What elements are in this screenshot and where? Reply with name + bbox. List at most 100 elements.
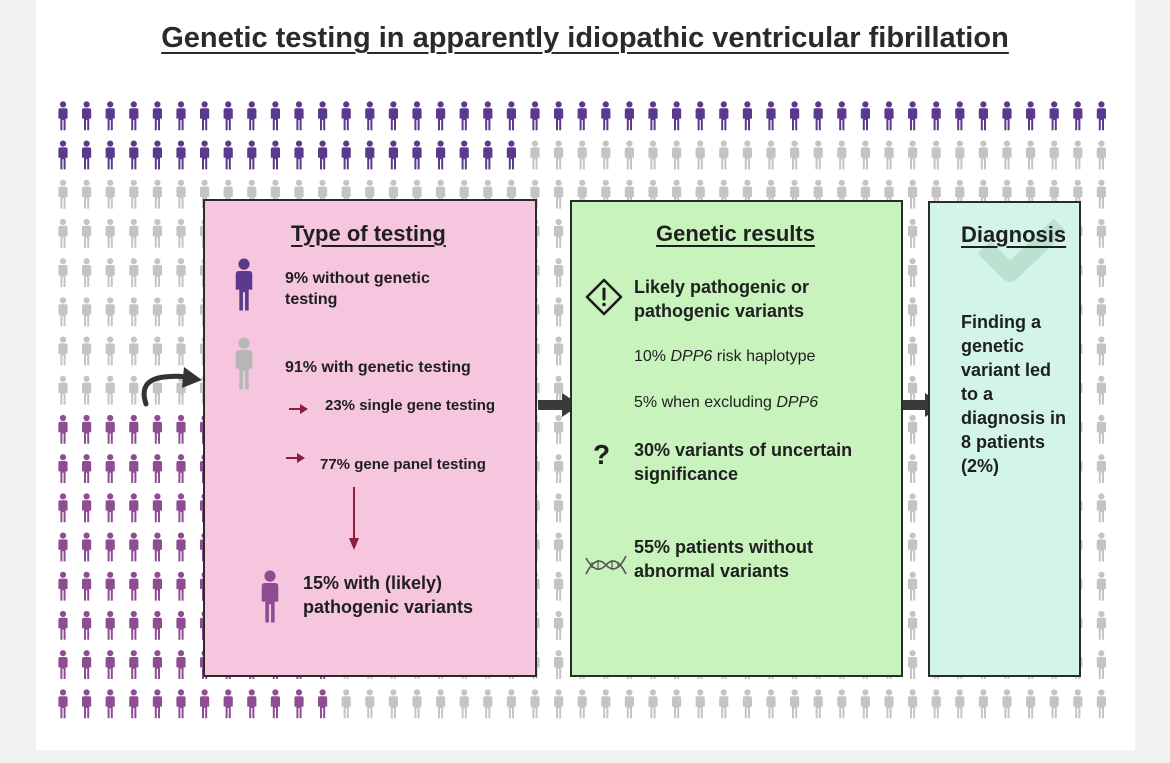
grid-person-icon: [766, 101, 776, 131]
grid-person-icon: [554, 454, 564, 483]
diagnosis-title: Diagnosis: [961, 222, 1067, 247]
dpp6-gene-name: DPP6: [670, 348, 713, 365]
grid-person-icon: [200, 140, 210, 170]
grid-person-icon: [105, 689, 115, 719]
grid-person-icon: [412, 140, 422, 170]
grid-person-icon: [152, 258, 162, 287]
grid-person-icon: [695, 140, 705, 170]
grid-person-icon: [58, 532, 68, 562]
grid-person-icon: [152, 140, 162, 170]
excluding-gene-name: DPP6: [776, 394, 819, 411]
grid-person-icon: [1096, 258, 1106, 287]
grid-person-icon: [341, 140, 351, 170]
grid-person-icon: [695, 689, 705, 719]
dpp6-percent: 10%: [634, 348, 667, 365]
grid-person-icon: [129, 140, 139, 170]
grid-person-icon: [908, 689, 918, 719]
grid-person-icon: [82, 571, 92, 601]
grid-person-icon: [624, 140, 634, 170]
grid-person-icon: [105, 493, 115, 523]
grid-person-icon: [82, 179, 92, 209]
grid-person-icon: [648, 140, 658, 170]
single-gene-text: 23% single gene testing: [325, 397, 496, 414]
grid-person-icon: [554, 218, 564, 248]
grid-person-icon: [129, 414, 139, 444]
grid-person-icon: [152, 689, 162, 719]
grid-person-icon: [82, 336, 92, 366]
grid-person-icon: [1096, 218, 1106, 248]
person-icon: [259, 570, 281, 624]
grid-person-icon: [58, 179, 68, 209]
grid-person-icon: [152, 610, 162, 640]
grid-person-icon: [1073, 101, 1083, 131]
grid-person-icon: [790, 689, 800, 719]
grid-person-icon: [554, 532, 564, 562]
grid-person-icon: [742, 101, 752, 131]
grid-person-icon: [978, 140, 988, 170]
grid-person-icon: [129, 258, 139, 287]
grid-person-icon: [58, 218, 68, 248]
grid-person-icon: [129, 532, 139, 562]
person-icon: [233, 337, 255, 391]
grid-person-icon: [152, 101, 162, 131]
grid-person-icon: [766, 689, 776, 719]
grid-person-icon: [884, 689, 894, 719]
grid-person-icon: [105, 650, 115, 679]
grid-person-icon: [530, 689, 540, 719]
grid-person-icon: [176, 454, 186, 483]
grid-person-icon: [1026, 689, 1036, 719]
grid-person-icon: [624, 101, 634, 131]
dpp6-risk-text: 10% DPP6 risk haplotype: [634, 347, 815, 367]
grid-person-icon: [105, 414, 115, 444]
grid-person-icon: [82, 258, 92, 287]
grid-person-icon: [105, 218, 115, 248]
grid-person-icon: [58, 101, 68, 131]
grid-person-icon: [790, 140, 800, 170]
grid-person-icon: [152, 218, 162, 248]
vus-text: 30% variants of uncertain significance: [634, 440, 853, 484]
grid-person-icon: [58, 336, 68, 366]
grid-person-icon: [483, 101, 493, 131]
grid-person-icon: [955, 689, 965, 719]
grid-person-icon: [648, 101, 658, 131]
grid-person-icon: [129, 571, 139, 601]
dpp6-risk-label: risk haplotype: [716, 348, 816, 365]
grid-person-icon: [105, 258, 115, 287]
grid-person-icon: [577, 689, 587, 719]
grid-person-icon: [1073, 140, 1083, 170]
grid-person-icon: [719, 101, 729, 131]
grid-person-icon: [837, 101, 847, 131]
grid-person-icon: [82, 610, 92, 640]
down-arrow-icon: [349, 487, 359, 550]
grid-person-icon: [176, 493, 186, 523]
grid-person-icon: [129, 297, 139, 327]
grid-person-icon: [105, 140, 115, 170]
grid-person-icon: [82, 101, 92, 131]
grid-person-icon: [82, 140, 92, 170]
grid-person-icon: [129, 454, 139, 483]
grid-person-icon: [506, 689, 516, 719]
grid-person-icon: [1073, 689, 1083, 719]
grid-person-icon: [884, 101, 894, 131]
grid-person-icon: [223, 689, 233, 719]
grid-person-icon: [1096, 610, 1106, 640]
pathogenic-text: 15% with (likely) pathogenic variants: [303, 573, 474, 617]
grid-person-icon: [294, 689, 304, 719]
grid-person-icon: [365, 689, 375, 719]
grid-person-icon: [1096, 493, 1106, 523]
grid-person-icon: [105, 610, 115, 640]
grid-person-icon: [1049, 140, 1059, 170]
grid-person-icon: [672, 140, 682, 170]
grid-person-icon: [554, 493, 564, 523]
grid-person-icon: [105, 375, 115, 405]
grid-person-icon: [129, 610, 139, 640]
grid-person-icon: [1096, 689, 1106, 719]
grid-person-icon: [412, 689, 422, 719]
grid-person-icon: [1096, 336, 1106, 366]
grid-person-icon: [530, 101, 540, 131]
grid-person-icon: [1096, 140, 1106, 170]
grid-person-icon: [1096, 375, 1106, 405]
grid-person-icon: [554, 101, 564, 131]
grid-person-icon: [176, 571, 186, 601]
chevron-arrow-icon: [538, 393, 580, 417]
